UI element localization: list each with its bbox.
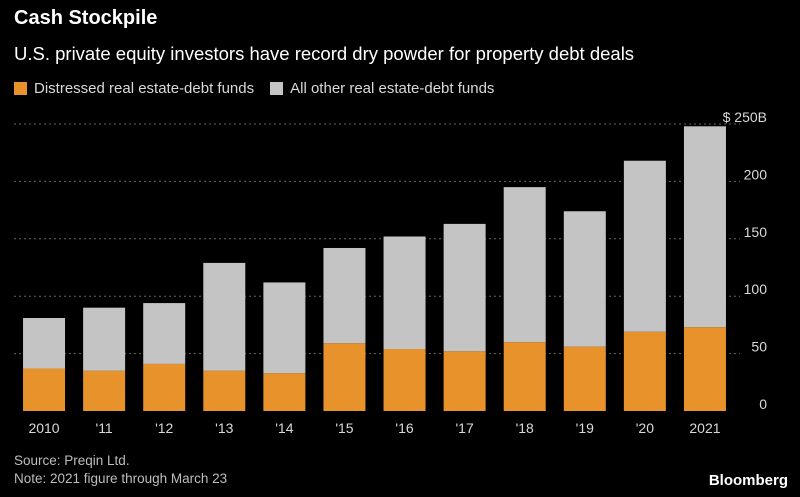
bar-distressed [563, 346, 606, 411]
x-tick-label: '11 [96, 420, 113, 436]
bar-other [143, 303, 186, 364]
x-tick-label: '12 [155, 420, 173, 436]
bar-distressed [623, 331, 666, 411]
x-tick-label: '15 [335, 420, 353, 436]
bar-other [443, 223, 486, 352]
bar-distressed [23, 368, 66, 411]
bar-distressed [683, 327, 726, 411]
bar-distressed [323, 343, 366, 411]
y-tick-label: 50 [751, 339, 767, 355]
x-tick-label: 2010 [28, 420, 59, 436]
bar-distressed [503, 342, 546, 411]
x-tick-label: '19 [576, 420, 594, 436]
source-note: Source: Preqin Ltd. [14, 453, 130, 468]
bar-distressed [383, 349, 426, 411]
x-tick-label: '13 [215, 420, 233, 436]
x-tick-label: '18 [516, 420, 534, 436]
legend-label-distressed: Distressed real estate-debt funds [34, 80, 255, 97]
x-tick-label: 2021 [689, 420, 720, 436]
bar-other [203, 262, 246, 371]
legend-swatch-distressed [14, 82, 27, 95]
x-tick-label: '20 [636, 420, 654, 436]
bar-distressed [443, 351, 486, 411]
legend-swatch-other [270, 82, 284, 95]
bar-distressed [203, 370, 246, 411]
bar-other [323, 247, 366, 344]
legend-item-other: All other real estate-debt funds [270, 80, 494, 97]
legend-label-other: All other real estate-debt funds [290, 80, 495, 97]
bar-distressed [83, 370, 126, 411]
bar-other [83, 307, 126, 371]
bar-other [23, 318, 66, 369]
chart-title: Cash Stockpile [14, 7, 158, 29]
y-tick-label: $ 250B [723, 109, 767, 125]
legend-item-distressed: Distressed real estate-debt funds [14, 80, 254, 97]
y-tick-label: 100 [744, 281, 768, 297]
y-tick-label: 200 [744, 166, 768, 182]
y-tick-label: 150 [744, 224, 768, 240]
legend: Distressed real estate-debt funds All ot… [14, 80, 510, 97]
bar-other [563, 211, 606, 347]
bar-other [383, 236, 426, 350]
bar-other [623, 160, 666, 332]
x-tick-label: '16 [395, 420, 413, 436]
x-tick-label: '14 [275, 420, 293, 436]
bloomberg-logo: Bloomberg [708, 472, 788, 489]
bar-distressed [263, 373, 306, 411]
bar-other [683, 126, 726, 328]
bar-other [263, 282, 306, 374]
y-tick-label: 0 [759, 396, 767, 412]
bar-other [503, 187, 546, 343]
bar-distressed [143, 363, 186, 411]
footnote: Note: 2021 figure through March 23 [14, 471, 228, 486]
chart-subtitle: U.S. private equity investors have recor… [14, 43, 635, 64]
x-tick-label: '17 [456, 420, 474, 436]
bar-chart: 0 50 100 150 200 $ 250B 2010 '11 '12 '13 '14 '15 '16… [14, 109, 768, 436]
